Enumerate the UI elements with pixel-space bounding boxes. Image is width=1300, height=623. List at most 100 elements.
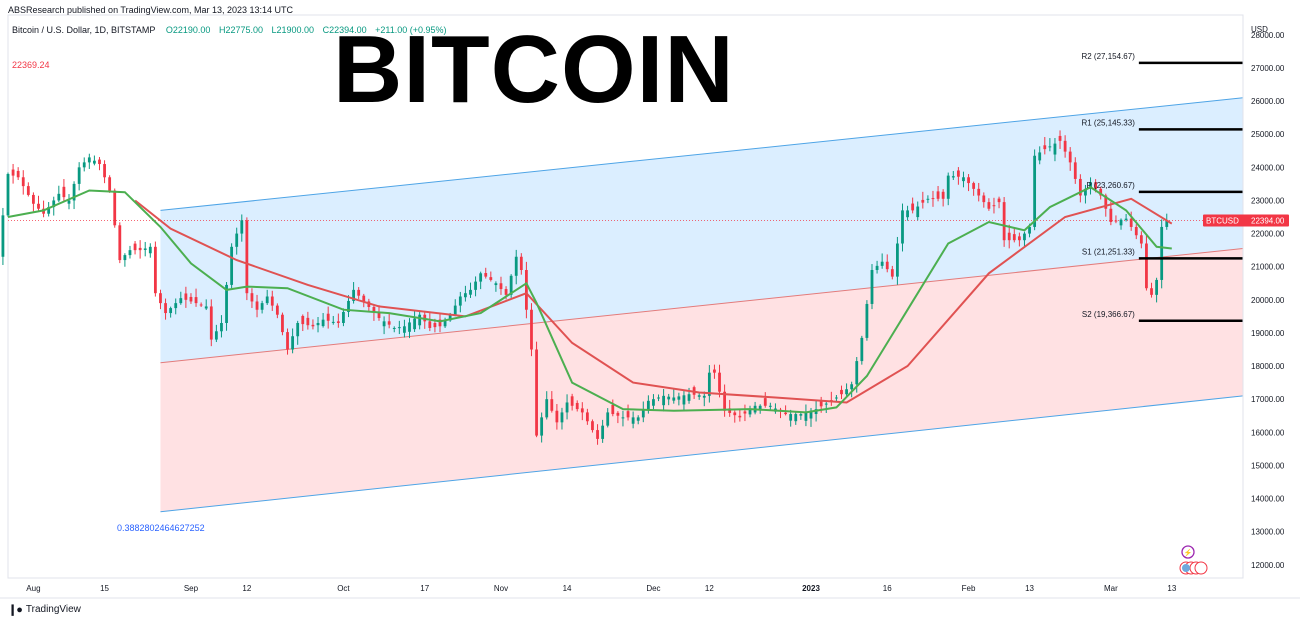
candle-body bbox=[540, 417, 544, 436]
candle-body bbox=[235, 233, 239, 247]
candle-body bbox=[916, 206, 920, 218]
candle-body bbox=[296, 322, 300, 337]
candle-body bbox=[580, 408, 584, 413]
candle-body bbox=[148, 246, 152, 254]
candle-body bbox=[951, 176, 955, 178]
candle-body bbox=[575, 402, 579, 410]
candle-body bbox=[1073, 162, 1077, 179]
candle-body bbox=[204, 306, 208, 309]
pivot-label: P (23,260.67) bbox=[1087, 181, 1136, 190]
candle-body bbox=[352, 289, 355, 301]
candle-body bbox=[77, 167, 81, 184]
candle-body bbox=[997, 198, 1001, 203]
candle-body bbox=[555, 410, 559, 423]
candle-body bbox=[1119, 219, 1123, 226]
candle-body bbox=[646, 400, 650, 410]
candle-body bbox=[92, 160, 96, 164]
candle-body bbox=[469, 289, 472, 295]
candle-body bbox=[626, 411, 630, 418]
candle-body bbox=[728, 408, 732, 413]
candle-body bbox=[1160, 226, 1164, 280]
candle-body bbox=[901, 210, 904, 244]
candle-body bbox=[926, 198, 930, 200]
candle-body bbox=[103, 164, 106, 178]
candle-body bbox=[82, 162, 86, 168]
candle-body bbox=[1002, 202, 1006, 241]
candle-body bbox=[392, 327, 396, 329]
candle-body bbox=[657, 397, 660, 399]
candle-body bbox=[987, 202, 991, 209]
candle-body bbox=[428, 321, 432, 328]
candle-body bbox=[433, 323, 437, 328]
candle-body bbox=[21, 177, 25, 187]
candle-body bbox=[855, 361, 859, 385]
tradingview-logo[interactable]: ❙● TradingView bbox=[8, 603, 81, 616]
candle-body bbox=[504, 289, 508, 295]
candle-body bbox=[179, 298, 183, 304]
fib-ratio-label: 0.3882802464627252 bbox=[117, 523, 205, 533]
candle-body bbox=[941, 191, 945, 199]
candle-body bbox=[11, 169, 15, 176]
candle-body bbox=[596, 430, 599, 439]
candle-body bbox=[1012, 234, 1016, 241]
close-value: C22394.00 bbox=[322, 25, 367, 35]
price-tag-value: 22394.00 bbox=[1251, 217, 1285, 226]
candle-body bbox=[789, 414, 793, 421]
candle-body bbox=[260, 303, 264, 310]
y-tick-label: 20000.00 bbox=[1251, 296, 1285, 305]
candle-body bbox=[840, 389, 843, 395]
candle-body bbox=[270, 296, 274, 306]
candle-body bbox=[189, 296, 193, 302]
candle-body bbox=[448, 314, 452, 321]
candle-body bbox=[967, 177, 970, 184]
candle-body bbox=[113, 190, 117, 226]
candle-body bbox=[768, 405, 772, 407]
candle-body bbox=[636, 417, 640, 421]
candle-body bbox=[458, 296, 462, 306]
candle-body bbox=[387, 321, 391, 325]
candle-body bbox=[194, 297, 198, 304]
candle-body bbox=[37, 203, 40, 209]
candle-body bbox=[885, 261, 889, 270]
symbol-label[interactable]: Bitcoin / U.S. Dollar, 1D, BITSTAMP bbox=[12, 25, 156, 35]
candle-body bbox=[214, 331, 218, 340]
candle-body bbox=[347, 300, 350, 312]
candle-body bbox=[707, 372, 711, 396]
candle-body bbox=[804, 412, 808, 421]
candle-body bbox=[860, 337, 864, 362]
candle-body bbox=[265, 296, 269, 304]
candle-body bbox=[738, 415, 742, 418]
candle-body bbox=[26, 186, 30, 195]
candle-body bbox=[723, 391, 727, 411]
lightning-icon bbox=[1181, 545, 1195, 559]
candle-body bbox=[67, 200, 71, 204]
pivot-label: S1 (21,251.33) bbox=[1082, 247, 1135, 256]
candle-body bbox=[687, 394, 691, 401]
candle-body bbox=[6, 173, 10, 216]
candle-body bbox=[1099, 188, 1103, 196]
candle-body bbox=[138, 247, 142, 251]
candle-body bbox=[570, 396, 574, 406]
low-value: L21900.00 bbox=[271, 25, 315, 35]
y-tick-label: 19000.00 bbox=[1251, 329, 1285, 338]
x-tick-label: Nov bbox=[494, 584, 508, 593]
candle-body bbox=[591, 421, 594, 431]
x-tick-label: 15 bbox=[100, 584, 109, 593]
candle-body bbox=[718, 372, 721, 392]
candle-body bbox=[209, 306, 213, 340]
candle-body bbox=[565, 402, 569, 413]
candle-body bbox=[824, 403, 828, 405]
candle-body bbox=[1048, 146, 1052, 148]
candle-body bbox=[875, 265, 879, 271]
candle-body bbox=[32, 194, 35, 204]
candle-body bbox=[631, 417, 635, 424]
candle-body bbox=[443, 320, 447, 327]
candle-body bbox=[1, 215, 5, 257]
candle-body bbox=[611, 404, 615, 415]
candle-body bbox=[1139, 235, 1143, 244]
candle-body bbox=[118, 225, 122, 261]
x-tick-label: 2023 bbox=[802, 584, 820, 593]
candle-body bbox=[413, 318, 416, 330]
candle-body bbox=[672, 397, 676, 401]
